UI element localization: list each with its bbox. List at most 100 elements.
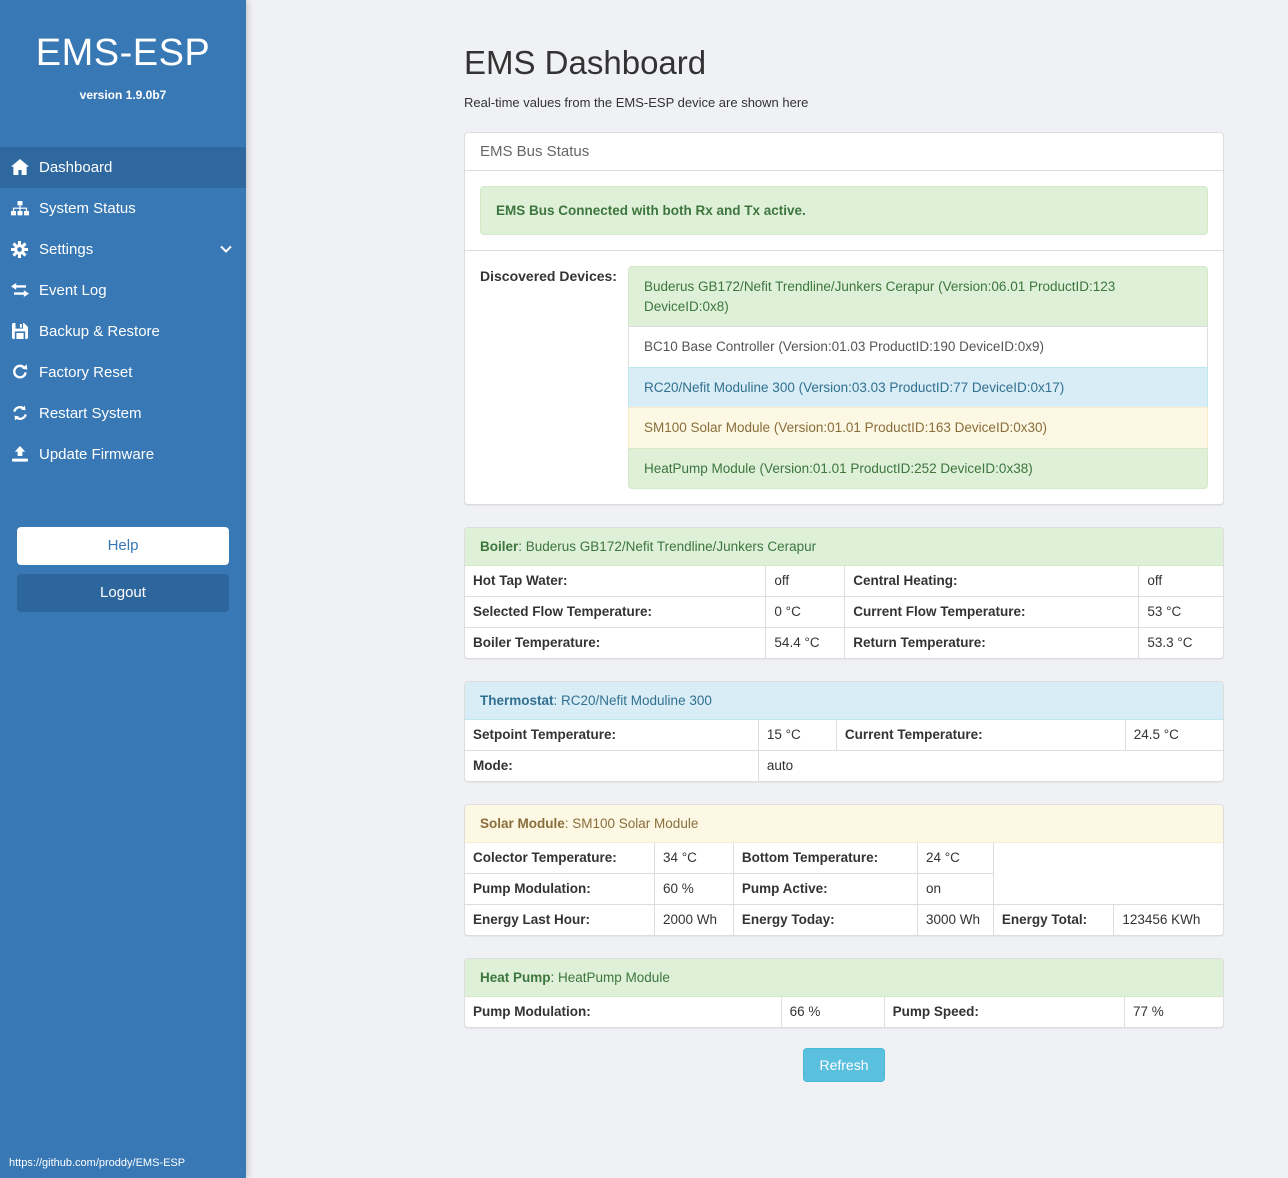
sidebar-item-restart-system[interactable]: Restart System — [0, 393, 246, 434]
field-value: 60 % — [654, 873, 734, 906]
field-label: Central Heating: — [844, 566, 1140, 598]
device-type-label: Thermostat — [480, 693, 554, 709]
field-value: 24.5 °C — [1124, 720, 1223, 752]
sidebar-item-label: Restart System — [39, 404, 142, 422]
discovered-devices-section: Discovered Devices: Buderus GB172/Nefit … — [465, 249, 1223, 504]
empty-cell — [993, 874, 1223, 905]
sitemap-icon — [9, 199, 30, 217]
field-value: auto — [757, 750, 1223, 782]
field-label: Pump Modulation: — [465, 873, 655, 906]
device-type-label: Heat Pump — [480, 970, 551, 986]
table-row: Boiler Temperature: 54.4 °C Return Tempera… — [465, 627, 1223, 659]
table-row: Mode: auto — [465, 750, 1223, 782]
main-area: EMS Dashboard Real-time values from the … — [246, 0, 1288, 1178]
table-row: Pump Modulation: 60 % Pump Active: on — [465, 873, 1223, 906]
field-value: 66 % — [780, 997, 885, 1028]
help-button[interactable]: Help — [17, 526, 229, 565]
table-row: Selected Flow Temperature: 0 °C Current Fl… — [465, 596, 1223, 629]
field-value: 3000 Wh — [917, 904, 994, 936]
field-value: 77 % — [1123, 997, 1223, 1028]
github-link[interactable]: https://github.com/proddy/EMS-ESP — [9, 1157, 186, 1169]
device-model-label: : RC20/Nefit Moduline 300 — [553, 693, 712, 709]
field-value: 15 °C — [757, 720, 837, 752]
sidebar-item-label: Backup & Restore — [39, 322, 160, 340]
table-row: Energy Last Hour: 2000 Wh Energy Today: 300… — [465, 904, 1223, 936]
field-label: Current Temperature: — [835, 720, 1126, 752]
device-type-label: Boiler — [480, 539, 519, 555]
content: EMS Dashboard Real-time values from the … — [464, 0, 1224, 1142]
discovered-devices-label: Discovered Devices: — [480, 267, 617, 284]
thermostat-panel-heading: Thermostat: RC20/Nefit Moduline 300 — [465, 682, 1223, 721]
field-label: Energy Today: — [732, 904, 919, 936]
logout-button[interactable]: Logout — [17, 573, 229, 612]
solar-module-values-table: Colector Temperature: 34 °C Bottom Tempera… — [465, 843, 1223, 936]
save-icon — [9, 322, 30, 340]
field-value: 53.3 °C — [1138, 627, 1223, 659]
field-value: 123456 KWh — [1113, 904, 1223, 936]
sidebar-item-settings[interactable]: Settings — [0, 229, 246, 270]
sidebar-item-backup-restore[interactable]: Backup & Restore — [0, 311, 246, 352]
thermostat-values-table: Setpoint Temperature: 15 °C Current Temper… — [465, 720, 1223, 782]
field-label: Boiler Temperature: — [465, 627, 767, 659]
sidebar-item-label: System Status — [39, 199, 136, 217]
discovered-devices-list: Buderus GB172/Nefit Trendline/Junkers Ce… — [628, 265, 1208, 490]
table-row: Hot Tap Water: off Central Heating: off — [465, 566, 1223, 598]
sync-icon — [9, 404, 30, 422]
field-label: Pump Modulation: — [465, 997, 782, 1028]
field-value: 54.4 °C — [765, 627, 846, 659]
field-label: Mode: — [465, 750, 759, 782]
page-subtitle: Real-time values from the EMS-ESP device… — [464, 94, 809, 110]
app-title: EMS-ESP — [35, 32, 211, 74]
brand: EMS-ESP version 1.9.0b7 — [0, 0, 246, 102]
sidebar-item-system-status[interactable]: System Status — [0, 188, 246, 229]
upload-icon — [9, 445, 30, 463]
boiler-panel-heading: Boiler: Buderus GB172/Nefit Trendline/Ju… — [465, 528, 1223, 567]
field-value: 34 °C — [654, 843, 734, 875]
refresh-button[interactable]: Refresh — [803, 1048, 885, 1083]
gear-icon — [9, 240, 30, 258]
table-row: Pump Modulation: 66 % Pump Speed: 77 % — [465, 997, 1223, 1028]
field-value: 24 °C — [917, 843, 994, 875]
field-label: Hot Tap Water: — [465, 566, 767, 598]
ems-bus-status-body: EMS Bus Connected with both Rx and Tx ac… — [465, 171, 1223, 250]
field-value: 2000 Wh — [654, 904, 734, 936]
field-label: Colector Temperature: — [465, 843, 655, 875]
device-type-label: Solar Module — [480, 816, 565, 832]
device-panels: Boiler: Buderus GB172/Nefit Trendline/Ju… — [464, 527, 1224, 1029]
home-icon — [9, 158, 30, 176]
field-label: Current Flow Temperature: — [844, 596, 1140, 629]
solar-module-panel-heading: Solar Module: SM100 Solar Module — [465, 805, 1223, 844]
sidebar-nav: Dashboard System Status Settings Event Log B… — [0, 146, 246, 475]
discovered-device-item: Buderus GB172/Nefit Trendline/Junkers Ce… — [628, 265, 1208, 328]
sidebar-item-event-log[interactable]: Event Log — [0, 270, 246, 311]
boiler-panel: Boiler: Buderus GB172/Nefit Trendline/Ju… — [464, 527, 1224, 660]
sidebar-item-label: Settings — [39, 240, 94, 258]
device-model-label: : Buderus GB172/Nefit Trendline/Junkers … — [518, 539, 817, 555]
page-title: EMS Dashboard — [464, 44, 707, 81]
field-label: Energy Total: — [992, 904, 1115, 936]
field-label: Pump Speed: — [883, 997, 1125, 1028]
discovered-device-item: RC20/Nefit Moduline 300 (Version:03.03 P… — [628, 366, 1208, 409]
field-value: 0 °C — [765, 596, 846, 629]
ems-bus-status-panel: EMS Bus Status EMS Bus Connected with bo… — [464, 131, 1224, 506]
sidebar-item-dashboard[interactable]: Dashboard — [0, 146, 246, 188]
empty-cell — [993, 843, 1223, 874]
bus-connected-alert: EMS Bus Connected with both Rx and Tx ac… — [480, 185, 1208, 235]
table-row: Setpoint Temperature: 15 °C Current Temper… — [465, 720, 1223, 752]
sidebar-item-label: Factory Reset — [39, 363, 133, 381]
field-value: off — [765, 566, 846, 598]
app-version: version 1.9.0b7 — [79, 87, 167, 102]
table-row: Colector Temperature: 34 °C Bottom Tempera… — [465, 843, 1223, 875]
device-model-label: : SM100 Solar Module — [564, 816, 699, 832]
field-value: on — [917, 873, 994, 906]
boiler-values-table: Hot Tap Water: off Central Heating: off Sele… — [465, 566, 1223, 659]
heat-pump-panel-heading: Heat Pump: HeatPump Module — [465, 959, 1223, 998]
field-value: off — [1138, 566, 1223, 598]
sidebar-item-update-firmware[interactable]: Update Firmware — [0, 434, 246, 475]
sidebar-item-factory-reset[interactable]: Factory Reset — [0, 352, 246, 393]
solar-module-panel: Solar Module: SM100 Solar Module Colector… — [464, 804, 1224, 937]
field-label: Pump Active: — [732, 873, 919, 906]
field-label: Return Temperature: — [844, 627, 1140, 659]
field-value: 53 °C — [1138, 596, 1223, 629]
sidebar-item-label: Update Firmware — [39, 445, 155, 463]
